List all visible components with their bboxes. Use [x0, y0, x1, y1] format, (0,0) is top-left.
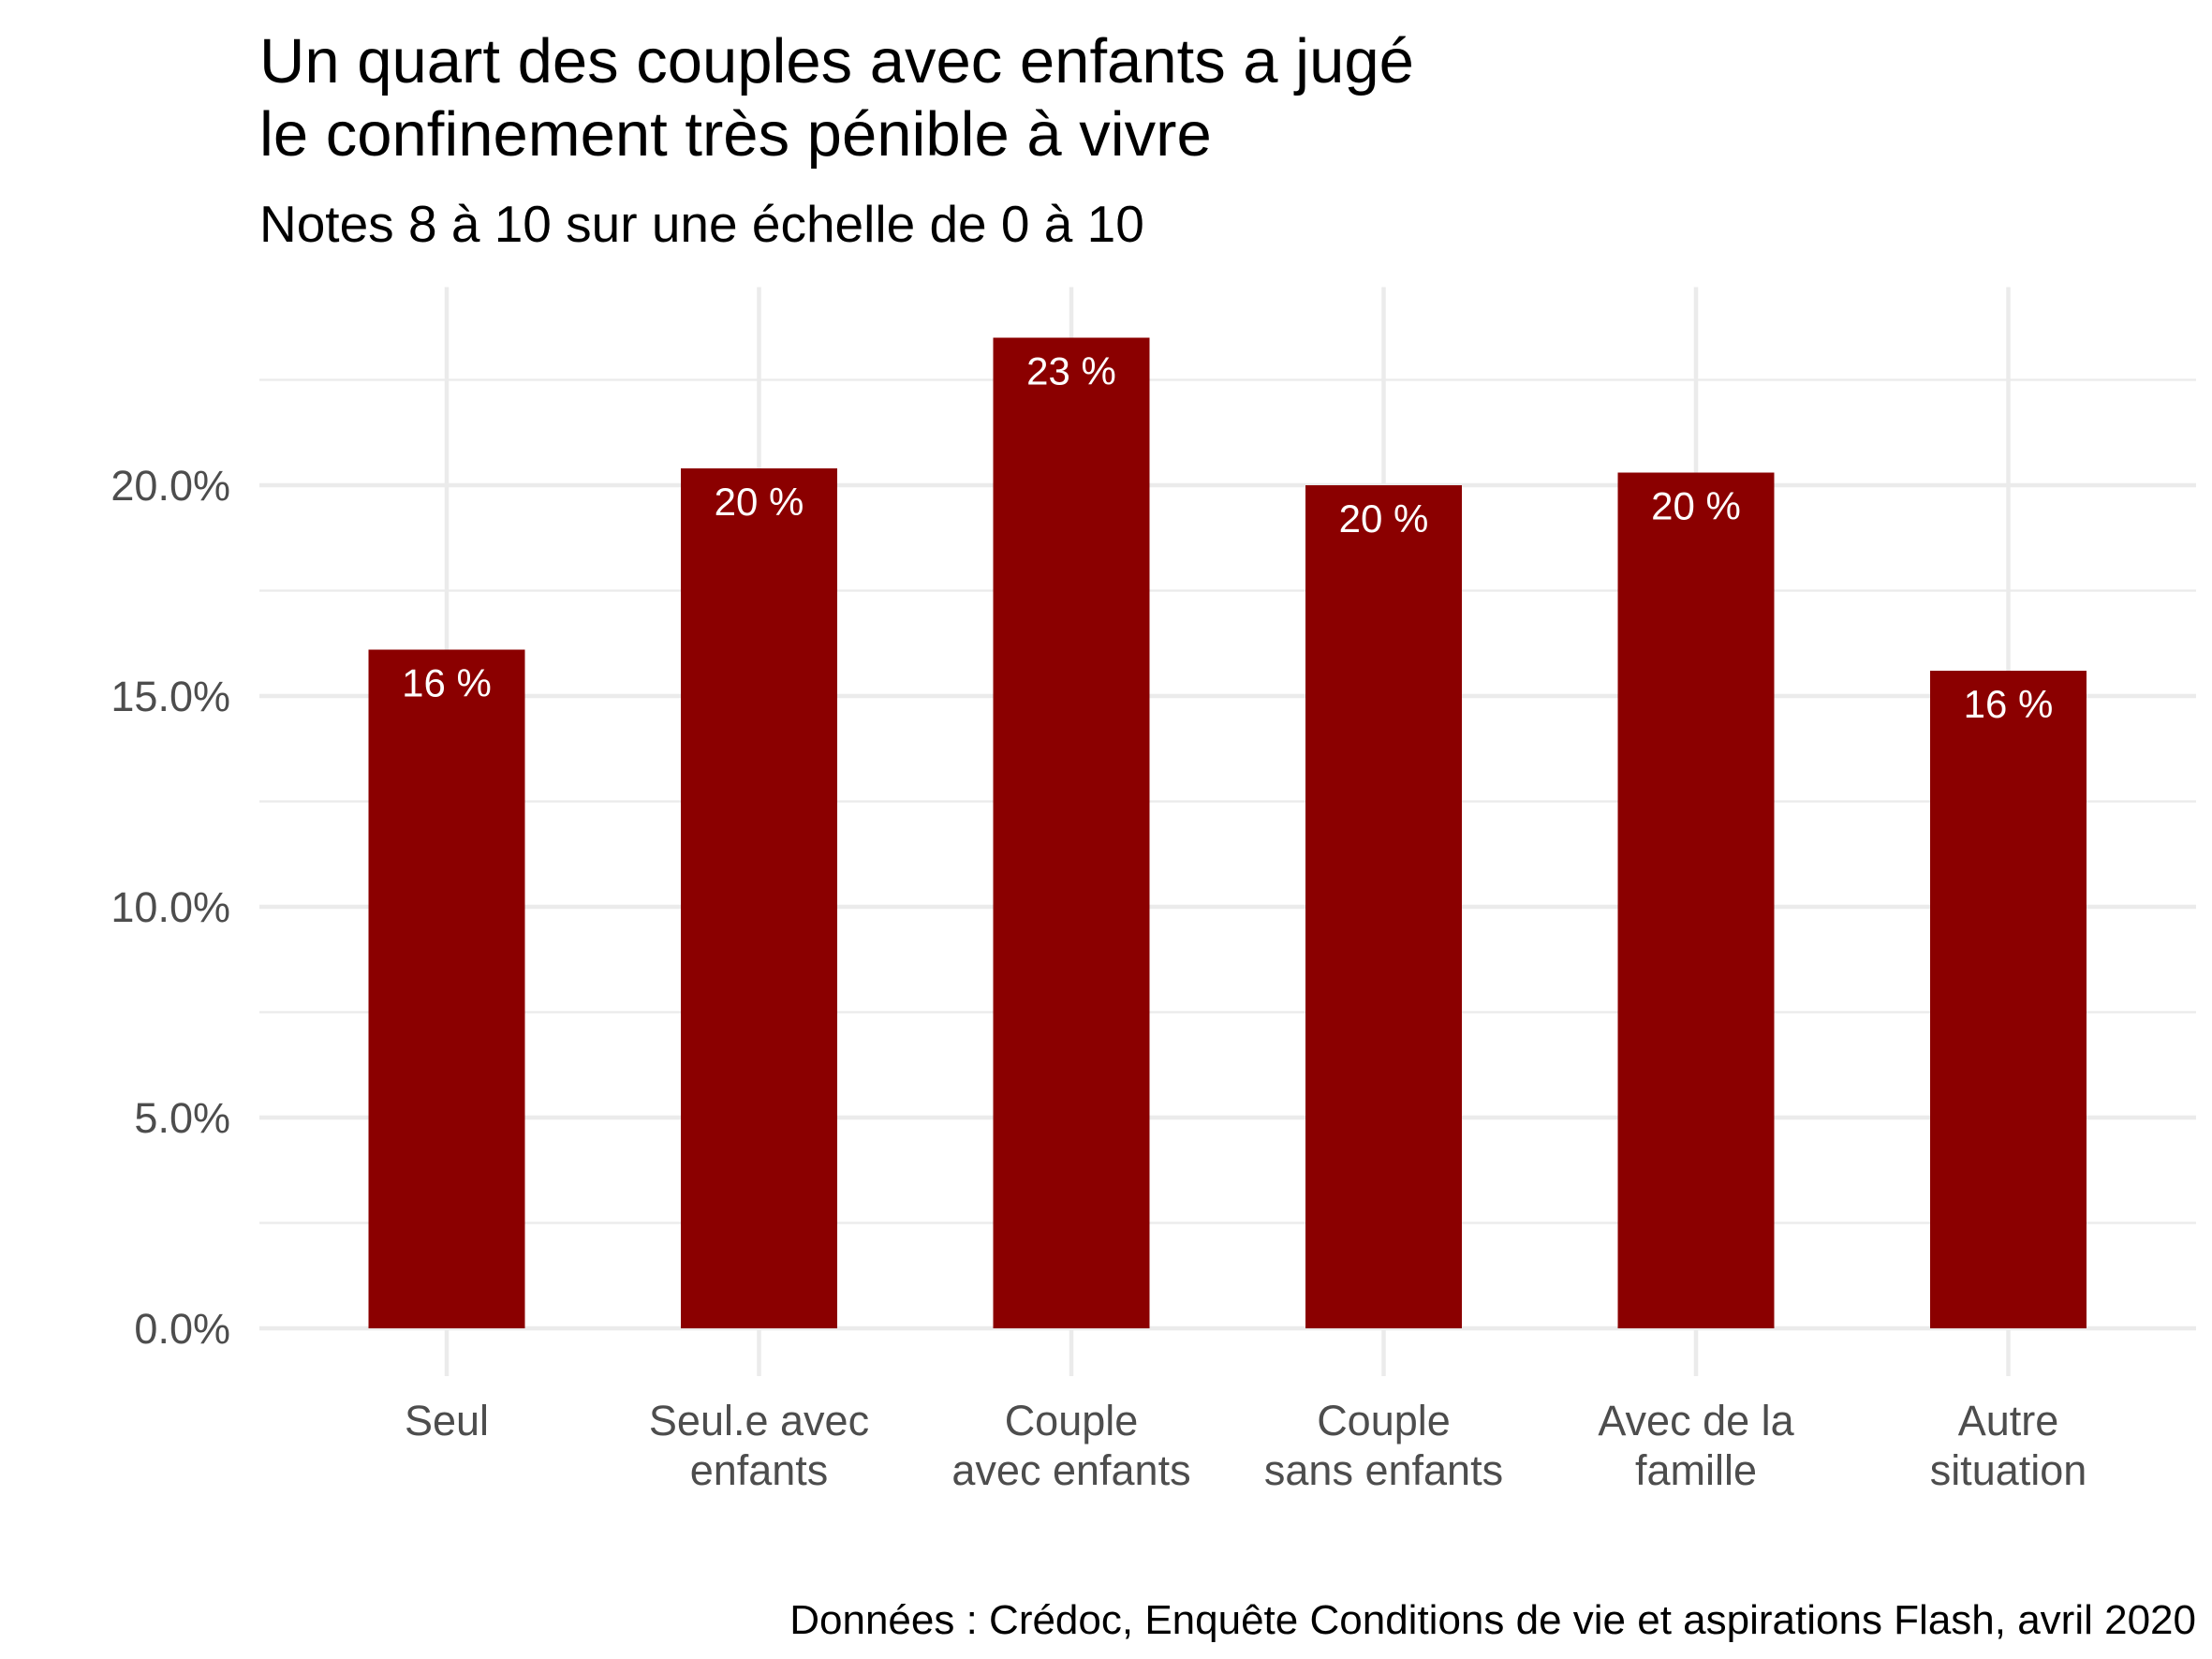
y-tick-label-0: 0.0% [134, 1305, 230, 1353]
x-tick-label-4: Avec de la famille [1598, 1397, 1794, 1494]
bar-3 [1305, 485, 1462, 1328]
bar-1 [681, 468, 837, 1328]
data-label-3: 20 % [1339, 496, 1429, 541]
data-label-2: 23 % [1026, 349, 1116, 393]
y-tick-label-1: 5.0% [134, 1094, 230, 1142]
data-label-1: 20 % [715, 480, 804, 524]
chart-caption: Données : Crédoc, Enquête Conditions de … [789, 1597, 2196, 1643]
y-tick-label-3: 15.0% [111, 673, 230, 720]
y-axis-ticks: 0.0% 5.0% 10.0% 15.0% 20.0% [111, 462, 230, 1353]
data-label-5: 16 % [1964, 682, 2054, 726]
y-tick-label-4: 20.0% [111, 462, 230, 510]
x-tick-label-1: Seul.e avec enfants [649, 1397, 869, 1494]
bar-2 [993, 337, 1150, 1328]
x-tick-label-2: Couple avec enfants [951, 1397, 1190, 1494]
chart-subtitle: Notes 8 à 10 sur une échelle de 0 à 10 [259, 195, 1144, 253]
grid [259, 287, 2196, 1376]
data-label-4: 20 % [1651, 484, 1741, 528]
data-labels: 16 % 20 % 23 % 20 % 20 % 16 % [402, 349, 2053, 727]
x-tick-label-0: Seul [405, 1397, 489, 1444]
bar-4 [1617, 472, 1775, 1328]
x-axis-ticks: Seul Seul.e avec enfants Couple avec enfants… [405, 1397, 2087, 1494]
x-tick-label-5: Autre situation [1930, 1397, 2087, 1494]
chart-title-line-1: Un quart des couples avec enfants a jugé [259, 26, 1414, 96]
bar-5 [1930, 671, 2087, 1328]
bars [368, 337, 2087, 1328]
bar-0 [368, 649, 525, 1328]
x-tick-label-3: Couple sans enfants [1264, 1397, 1503, 1494]
chart-title-line-2: le confinement très pénible à vivre [259, 99, 1212, 170]
y-tick-label-2: 10.0% [111, 883, 230, 931]
data-label-0: 16 % [402, 661, 492, 705]
